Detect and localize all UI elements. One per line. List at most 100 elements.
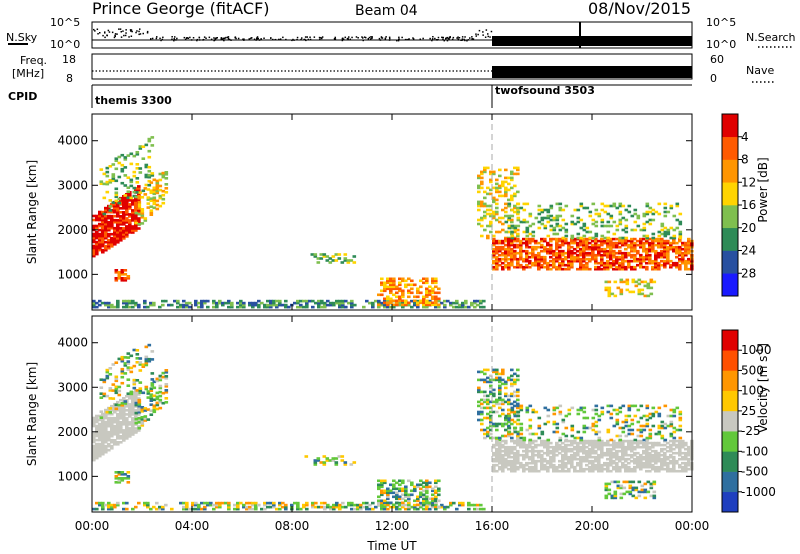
nsky-point <box>130 35 133 37</box>
range-cell <box>140 216 145 219</box>
range-cell <box>516 168 520 172</box>
range-cell <box>410 283 414 287</box>
range-cell <box>678 449 682 453</box>
range-cell <box>425 479 429 483</box>
range-cell <box>117 477 122 480</box>
range-cell <box>681 251 685 255</box>
range-cell <box>146 392 151 395</box>
range-cell <box>619 492 624 496</box>
range-cell <box>510 234 515 238</box>
range-cell <box>651 261 655 265</box>
range-cell <box>92 422 96 426</box>
range-cell <box>132 190 137 194</box>
nave-tick-top: 60 <box>710 53 724 66</box>
range-cell <box>540 216 545 220</box>
range-cell <box>425 503 429 507</box>
range-cell <box>564 414 569 418</box>
range-cell <box>564 445 568 449</box>
range-cell <box>597 461 601 465</box>
range-cell <box>134 413 138 416</box>
range-cell <box>113 426 117 430</box>
range-cell <box>467 507 471 511</box>
range-cell <box>131 423 135 426</box>
range-cell <box>221 501 225 505</box>
range-cell <box>657 265 661 269</box>
range-cell <box>633 461 637 465</box>
range-cell <box>137 222 142 226</box>
range-cell <box>114 157 119 160</box>
range-cell <box>123 174 128 177</box>
range-cell <box>669 453 673 457</box>
range-cell <box>137 199 141 202</box>
range-cell <box>543 239 547 243</box>
range-cell <box>648 243 652 247</box>
range-cell <box>489 374 493 378</box>
range-cell <box>594 463 598 467</box>
range-cell <box>293 301 297 305</box>
range-cell <box>633 267 637 271</box>
range-cell <box>428 503 432 507</box>
range-cell <box>627 424 632 428</box>
range-cell <box>443 507 447 511</box>
range-cell <box>377 301 381 305</box>
range-cell <box>513 457 517 461</box>
range-cell <box>110 420 114 424</box>
range-cell <box>510 392 514 396</box>
range-cell <box>458 501 462 505</box>
range-cell <box>137 196 142 200</box>
range-cell <box>489 384 493 388</box>
range-cell <box>525 451 529 455</box>
range-cell <box>618 263 622 267</box>
nsky-point <box>171 38 173 40</box>
range-cell <box>681 253 685 257</box>
range-cell <box>630 247 634 251</box>
range-cell <box>501 257 505 261</box>
range-cell <box>582 247 586 251</box>
range-cell <box>398 301 402 305</box>
range-cell <box>134 393 138 396</box>
range-cell <box>92 418 96 422</box>
range-cell <box>651 232 656 236</box>
range-cell <box>320 501 324 505</box>
range-cell <box>413 303 417 307</box>
range-cell <box>507 249 511 253</box>
range-cell <box>129 370 134 374</box>
range-cell <box>624 265 628 269</box>
range-cell <box>122 219 126 222</box>
range-cell <box>120 359 125 363</box>
range-cell <box>134 225 138 228</box>
range-cell <box>138 363 143 366</box>
range-cell <box>507 245 511 249</box>
range-cell <box>552 412 557 416</box>
range-cell <box>410 279 414 283</box>
range-cell <box>630 259 634 263</box>
range-cell <box>386 487 390 491</box>
range-cell <box>567 265 571 269</box>
range-cell <box>431 503 435 507</box>
range-cell <box>516 436 520 440</box>
range-cell <box>573 239 577 243</box>
range-cell <box>645 459 649 463</box>
range-cell <box>134 197 138 200</box>
range-cell <box>570 463 574 467</box>
range-cell <box>140 210 145 213</box>
nsky-point <box>99 32 101 34</box>
range-cell <box>92 248 96 252</box>
range-cell <box>98 434 102 438</box>
range-cell <box>122 507 126 511</box>
range-cell <box>489 222 493 226</box>
range-cell <box>107 228 111 232</box>
range-cell <box>263 303 267 307</box>
range-cell <box>558 253 562 257</box>
range-cell <box>510 257 514 261</box>
range-cell <box>108 165 113 168</box>
range-cell <box>645 418 650 422</box>
range-cell <box>612 465 616 469</box>
range-cell <box>116 303 120 307</box>
range-cell <box>119 429 123 432</box>
range-cell <box>425 501 429 505</box>
range-cell <box>522 438 527 442</box>
range-cell <box>107 501 111 505</box>
range-cell <box>317 301 321 305</box>
range-cell <box>194 303 198 307</box>
